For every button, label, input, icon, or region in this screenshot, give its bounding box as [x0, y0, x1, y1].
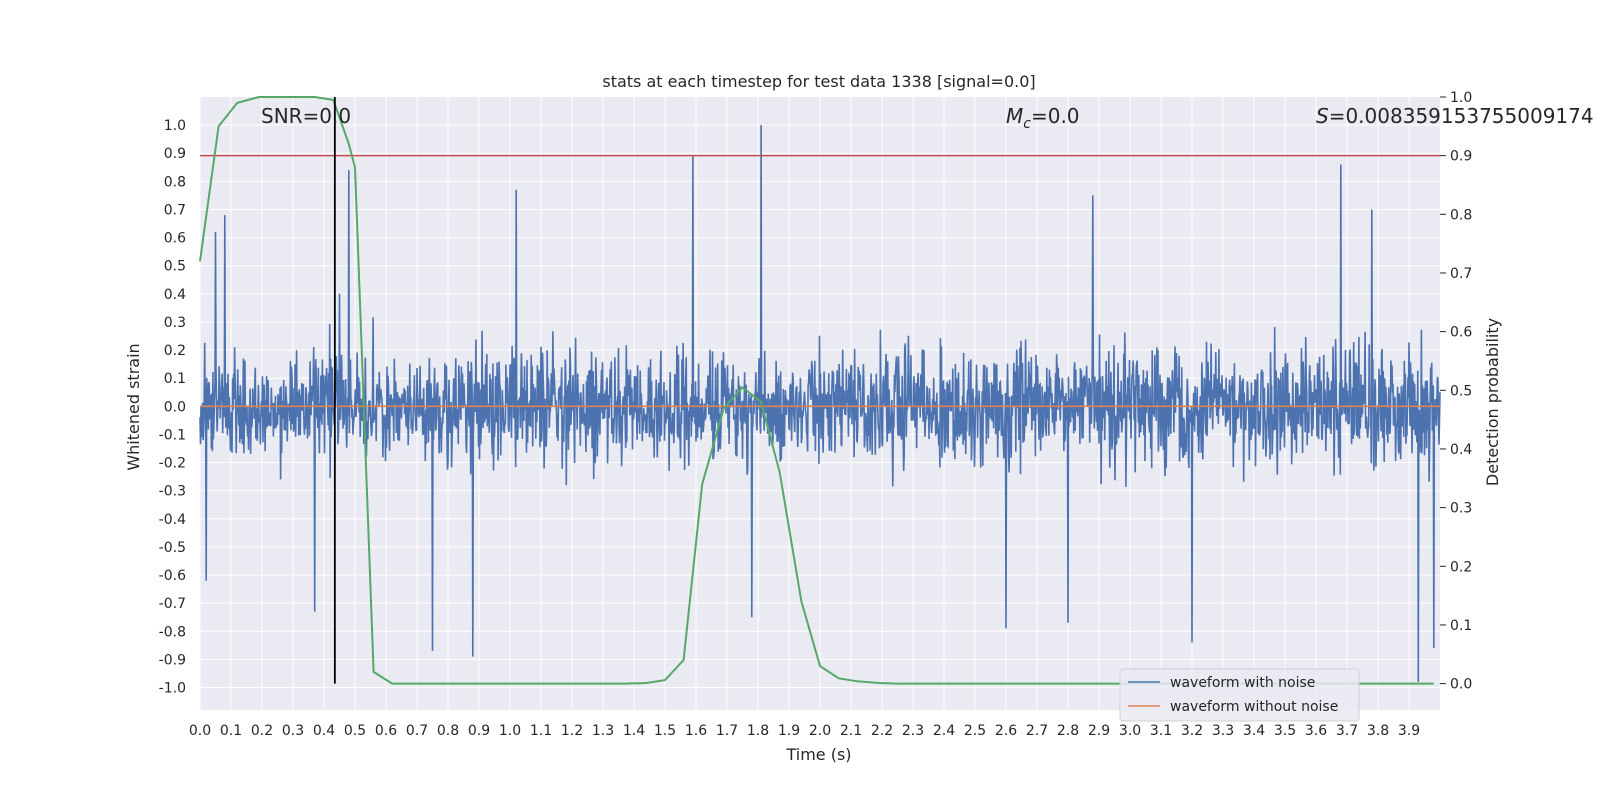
x-tick-label: 0.4 [313, 723, 335, 739]
y2-tick-label: 0.9 [1450, 149, 1472, 165]
x-tick-label: 1.2 [561, 723, 583, 739]
x-tick-label: 0.1 [220, 723, 242, 739]
y2-tick-label: 0.3 [1450, 501, 1472, 517]
y-tick-label: 0.3 [164, 315, 186, 331]
x-tick-label: 3.9 [1398, 723, 1420, 739]
x-tick-label: 3.2 [1181, 723, 1203, 739]
x-tick-label: 1.3 [592, 723, 614, 739]
y-tick-label: -0.2 [159, 456, 186, 472]
y-tick-label: 0.2 [164, 343, 186, 359]
y-tick-label: 1.0 [164, 118, 186, 134]
y-tick-label: 0.7 [164, 202, 186, 218]
y-tick-label: 0.0 [164, 399, 186, 415]
x-tick-label: 1.1 [530, 723, 552, 739]
mc-subscript: c [1023, 116, 1031, 132]
s-symbol: S [1316, 104, 1329, 128]
mc-value: =0.0 [1031, 104, 1080, 128]
legend-label-clean: waveform without noise [1170, 699, 1338, 715]
x-tick-label: 0.2 [251, 723, 273, 739]
x-tick-label: 2.2 [871, 723, 893, 739]
x-tick-label: 3.7 [1336, 723, 1358, 739]
y2-tick-label: 0.1 [1450, 618, 1472, 634]
legend: waveform with noise waveform without noi… [1119, 668, 1360, 722]
y-tick-label: 0.5 [164, 259, 186, 275]
x-tick-label: 2.5 [964, 723, 986, 739]
x-tick-label: 2.0 [809, 723, 831, 739]
x-tick-label: 2.3 [902, 723, 924, 739]
y-tick-label: -0.5 [159, 540, 186, 556]
x-tick-label: 1.8 [747, 723, 769, 739]
series-line-waveform-with-noise [199, 125, 1441, 682]
x-tick-label: 3.0 [1119, 723, 1141, 739]
x-tick-label: 3.4 [1243, 723, 1265, 739]
x-tick-label: 1.4 [623, 723, 645, 739]
y2-tick-label: 0.7 [1450, 266, 1472, 282]
s-annotation: S=0.008359153755009174 [1316, 104, 1594, 128]
x-tick-label: 1.0 [499, 723, 521, 739]
y2-tick-label: 0.0 [1450, 677, 1472, 693]
y2-tick-label: 0.2 [1450, 559, 1472, 575]
y-tick-label: -0.4 [159, 512, 186, 528]
y-tick-label: -0.1 [159, 427, 186, 443]
x-axis-label: Time (s) [785, 745, 851, 764]
x-tick-label: 0.0 [189, 723, 211, 739]
x-tick-label: 2.7 [1026, 723, 1048, 739]
x-tick-label: 3.5 [1274, 723, 1296, 739]
y-tick-label: 0.6 [164, 231, 186, 247]
y-tick-label: -0.9 [159, 652, 186, 668]
x-tick-label: 1.5 [654, 723, 676, 739]
mc-annotation: Mc=0.0 [1006, 104, 1080, 132]
y-tick-label: 0.4 [164, 287, 186, 303]
legend-label-noise: waveform with noise [1170, 675, 1315, 691]
x-tick-label: 2.6 [995, 723, 1017, 739]
x-tick-label: 3.6 [1305, 723, 1327, 739]
x-tick-label: 2.8 [1057, 723, 1079, 739]
y2-tick-label: 0.4 [1450, 442, 1472, 458]
legend-box [1119, 668, 1360, 722]
x-tick-label: 0.6 [375, 723, 397, 739]
y-tick-label: -0.3 [159, 484, 186, 500]
s-value: =0.008359153755009174 [1329, 104, 1594, 128]
noise-waveform-series [199, 125, 1441, 682]
axes: 0.0 0.1 0.2 0.3 0.4 0.5 0.6 0.7 0.8 0.9 1.0 1.1 1.2 1… [159, 90, 1473, 739]
x-tick-label: 0.5 [344, 723, 366, 739]
x-tick-label: 3.1 [1150, 723, 1172, 739]
y2-tick-label: 1.0 [1450, 90, 1472, 106]
y2-tick-label: 0.6 [1450, 325, 1472, 341]
y2-tick-label: 0.8 [1450, 207, 1472, 223]
y-tick-label: 0.8 [164, 174, 186, 190]
mc-symbol: M [1006, 104, 1023, 128]
x-tick-label: 1.6 [685, 723, 707, 739]
x-tick-label: 1.9 [778, 723, 800, 739]
x-tick-label: 3.3 [1212, 723, 1234, 739]
y-tick-label: -0.7 [159, 596, 186, 612]
x-tick-label: 0.8 [437, 723, 459, 739]
x-tick-label: 2.9 [1088, 723, 1110, 739]
chart-title: stats at each timestep for test data 133… [602, 72, 1035, 91]
x-tick-label: 0.9 [468, 723, 490, 739]
y-tick-label: -1.0 [159, 681, 186, 697]
x-tick-label: 0.7 [406, 723, 428, 739]
y-tick-label: -0.8 [159, 624, 186, 640]
y-axis-label: Whitened strain [124, 343, 143, 470]
y2-tick-label: 0.5 [1450, 383, 1472, 399]
x-tick-label: 1.7 [716, 723, 738, 739]
x-tick-label: 2.1 [840, 723, 862, 739]
x-tick-label: 2.4 [933, 723, 955, 739]
y-tick-label: 0.1 [164, 371, 186, 387]
x-tick-label: 0.3 [282, 723, 304, 739]
y2-axis-label: Detection probability [1483, 318, 1502, 486]
snr-annotation: SNR=0.0 [261, 104, 351, 128]
y-tick-label: -0.6 [159, 568, 186, 584]
y-tick-label: 0.9 [164, 146, 186, 162]
x-tick-label: 3.8 [1367, 723, 1389, 739]
